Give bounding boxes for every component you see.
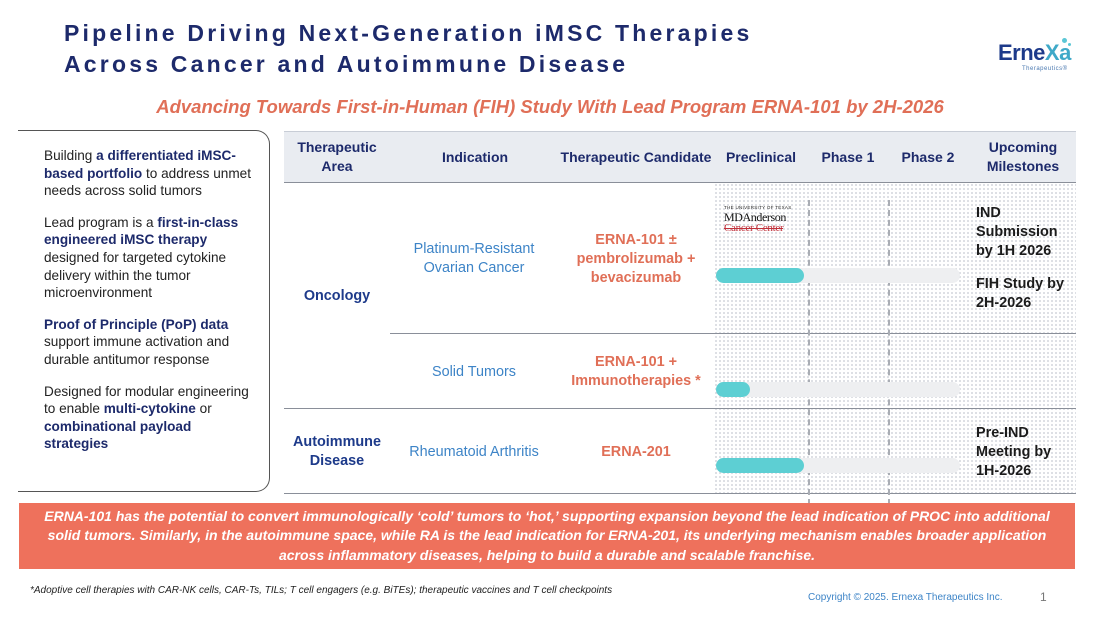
summary-point-2: Lead program is a first-in-class enginee… bbox=[44, 214, 239, 301]
pipeline-table-header: Therapeutic Area Indication Therapeutic … bbox=[284, 131, 1076, 183]
header-upcoming-milestones: Upcoming Milestones bbox=[986, 139, 1060, 174]
milestone-fih-study: FIH Study by 2H-2026 bbox=[976, 276, 1064, 311]
slide-title-line-2: Across Cancer and Autoimmune Disease bbox=[64, 51, 629, 77]
header-phase-2: Phase 2 bbox=[901, 148, 955, 165]
footnote: *Adoptive cell therapies with CAR-NK cel… bbox=[30, 585, 613, 596]
summary-banner: ERNA-101 has the potential to convert im… bbox=[19, 503, 1075, 569]
progress-bar-solid-tumors bbox=[716, 382, 751, 397]
candidate-erna-101-immuno: ERNA-101 + Immunotherapies * bbox=[571, 354, 701, 389]
md-anderson-logo: THE UNIVERSITY OF TEXAS MDAnderson Cance… bbox=[724, 205, 792, 234]
therapeutic-area-oncology: Oncology bbox=[303, 287, 371, 304]
summary-point-4: Designed for modular engineering to enab… bbox=[44, 383, 249, 452]
phase-divider-phase-1 bbox=[888, 200, 890, 505]
phase-grid-background bbox=[714, 183, 1076, 493]
table-bottom-border bbox=[284, 493, 1076, 494]
milestone-ind-submission: IND Submission by 1H 2026 bbox=[976, 205, 1058, 259]
progress-track-ra bbox=[716, 458, 960, 473]
pipeline-table: Therapeutic Area Indication Therapeutic … bbox=[284, 131, 1076, 494]
progress-bar-proc bbox=[716, 268, 804, 283]
slide-subtitle: Advancing Towards First-in-Human (FIH) S… bbox=[156, 96, 944, 117]
header-therapeutic-area: Therapeutic Area bbox=[297, 139, 377, 174]
header-preclinical: Preclinical bbox=[725, 148, 797, 165]
header-therapeutic-candidate: Therapeutic Candidate bbox=[560, 148, 712, 165]
indication-proc: Platinum-Resistant Ovarian Cancer bbox=[413, 241, 535, 276]
therapeutic-area-autoimmune: Autoimmune Disease bbox=[293, 434, 381, 469]
summary-point-3: Proof of Principle (PoP) data support im… bbox=[44, 316, 230, 367]
candidate-erna-101-combo: ERNA-101 ± pembrolizumab + bevacizumab bbox=[576, 231, 696, 286]
row-divider bbox=[284, 408, 1076, 409]
progress-track-proc bbox=[716, 268, 960, 283]
candidate-erna-201: ERNA-201 bbox=[601, 443, 671, 460]
copyright: Copyright © 2025. Ernexa Therapeutics In… bbox=[808, 592, 1003, 603]
row-divider bbox=[390, 333, 1076, 334]
ernexa-logo: ErneXa Therapeutics® bbox=[998, 38, 1078, 76]
indication-rheumatoid-arthritis: Rheumatoid Arthritis bbox=[409, 443, 539, 460]
logo-wordmark: ErneXa bbox=[998, 40, 1071, 65]
header-phase-1: Phase 1 bbox=[821, 148, 875, 165]
indication-solid-tumors: Solid Tumors bbox=[432, 363, 516, 380]
slide-title-line-1: Pipeline Driving Next-Generation iMSC Th… bbox=[64, 20, 753, 46]
progress-bar-ra bbox=[716, 458, 804, 473]
summary-point-1: Building a differentiated iMSC-based por… bbox=[44, 148, 251, 199]
slide-title: Pipeline Driving Next-Generation iMSC Th… bbox=[64, 18, 752, 80]
page-number: 1 bbox=[1040, 590, 1047, 604]
phase-divider-preclinical bbox=[808, 200, 810, 505]
milestone-pre-ind-meeting: Pre-IND Meeting by 1H-2026 bbox=[976, 425, 1052, 479]
summary-panel: Building a differentiated iMSC-based por… bbox=[18, 130, 270, 492]
logo-tagline: Therapeutics® bbox=[1022, 66, 1068, 72]
progress-track-solid-tumors bbox=[716, 382, 960, 397]
header-indication: Indication bbox=[441, 148, 509, 165]
